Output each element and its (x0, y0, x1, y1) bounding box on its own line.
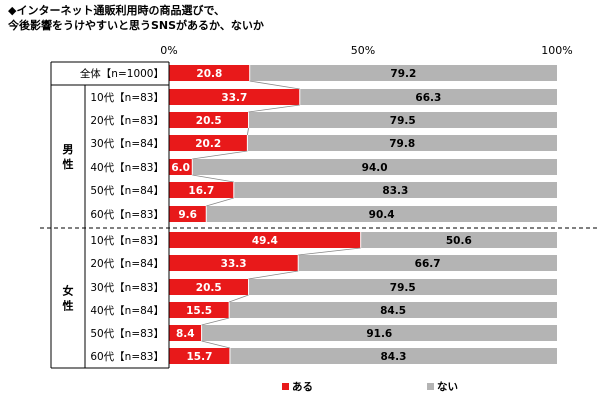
group-label-male: 男 (63, 143, 74, 156)
bar-segment-aru (169, 325, 202, 341)
x-tick-label: 50% (351, 44, 375, 57)
value-label-aru: 9.6 (178, 209, 197, 221)
value-label-nai: 66.3 (415, 92, 441, 104)
series-connector-line (201, 317, 230, 326)
category-label: 20代【n=84】 (90, 258, 164, 270)
bar-segment-aru (169, 89, 300, 105)
bar-segment-aru (169, 112, 249, 128)
x-tick-label: 100% (541, 44, 572, 57)
series-connector-line (192, 150, 248, 160)
x-tick-label: 0% (160, 44, 177, 57)
series-connector-line (248, 270, 299, 280)
category-label: 40代【n=83】 (90, 162, 164, 174)
category-label: 60代【n=83】 (90, 209, 164, 221)
category-label: 30代【n=84】 (90, 138, 164, 150)
series-connector-line (246, 127, 249, 136)
series-connector-line (229, 294, 249, 303)
legend-swatch-nai (427, 383, 434, 390)
bar-segment-aru (169, 279, 249, 295)
value-label-nai: 79.5 (390, 282, 416, 294)
chart-title-line-1: ◆インターネット通販利用時の商品選びで、 (8, 4, 226, 17)
series-connector-line (201, 340, 231, 349)
chart-title-line-2: 今後影響をうけやすいと思うSNSがあるか、ないか (8, 19, 264, 32)
value-label-aru: 33.7 (221, 92, 247, 104)
bar-segment-nai (299, 89, 557, 105)
bar-segment-nai (201, 325, 558, 341)
series-connector-line (206, 197, 234, 207)
value-label-aru: 33.3 (221, 258, 247, 270)
bar-segment-nai (206, 206, 558, 222)
group-label-female: 女 (63, 284, 74, 298)
value-label-nai: 66.7 (415, 258, 441, 270)
bar-segment-nai (249, 65, 558, 81)
category-label: 50代【n=83】 (90, 328, 164, 340)
value-label-aru: 6.0 (171, 162, 190, 174)
value-label-aru: 49.4 (252, 235, 278, 247)
value-label-nai: 94.0 (362, 162, 388, 174)
value-label-nai: 90.4 (369, 209, 395, 221)
series-connector-line (248, 104, 300, 113)
value-label-nai: 79.2 (390, 68, 416, 80)
category-label: 20代【n=83】 (90, 115, 164, 127)
value-label-nai: 79.5 (390, 115, 416, 127)
value-label-nai: 50.6 (446, 235, 472, 247)
series-connector-line (298, 247, 361, 256)
bar-segment-aru (169, 182, 234, 198)
legend-label-nai: ない (437, 381, 458, 393)
value-label-aru: 15.5 (186, 305, 212, 317)
category-label: 30代【n=83】 (90, 282, 164, 294)
value-label-nai: 79.8 (389, 138, 415, 150)
bar-segment-nai (248, 112, 558, 128)
value-label-nai: 91.6 (366, 328, 392, 340)
bar-segment-nai (247, 135, 557, 151)
category-label: 40代【n=84】 (90, 305, 164, 317)
bar-segment-nai (248, 279, 558, 295)
bar-segment-nai (298, 255, 557, 271)
value-label-nai: 83.3 (382, 185, 408, 197)
value-label-nai: 84.3 (380, 351, 406, 363)
value-label-nai: 84.5 (380, 305, 406, 317)
value-label-aru: 20.5 (196, 282, 222, 294)
bar-segment-nai (192, 159, 557, 175)
bar-segment-aru (169, 135, 248, 151)
legend-label-aru: ある (292, 380, 313, 393)
category-label: 10代【n=83】 (90, 92, 164, 104)
value-label-aru: 20.5 (196, 115, 222, 127)
bar-segment-nai (229, 302, 557, 318)
value-label-aru: 16.7 (188, 185, 214, 197)
bar-segment-aru (169, 348, 230, 364)
value-label-aru: 20.2 (195, 138, 221, 150)
category-label: 10代【n=83】 (90, 235, 164, 247)
bar-segment-aru (169, 255, 299, 271)
category-label: 全体【n=1000】 (80, 67, 164, 80)
group-label-male: 性 (63, 157, 74, 171)
bar-segment-aru (169, 159, 193, 175)
bar-segment-nai (229, 348, 557, 364)
bar-segment-aru (169, 232, 361, 248)
value-label-aru: 20.8 (196, 68, 222, 80)
legend-swatch-aru (282, 383, 289, 390)
bar-segment-aru (169, 206, 207, 222)
series-connector-line (249, 80, 300, 90)
value-label-aru: 8.4 (176, 328, 195, 340)
bar-segment-aru (169, 65, 250, 81)
bar-segment-nai (360, 232, 557, 248)
series-connector-line (192, 174, 234, 183)
value-label-aru: 15.7 (186, 351, 212, 363)
group-label-female: 性 (63, 299, 74, 313)
category-label: 50代【n=84】 (90, 185, 164, 197)
bar-segment-aru (169, 302, 230, 318)
bar-segment-nai (233, 182, 557, 198)
category-label: 60代【n=83】 (90, 351, 164, 363)
